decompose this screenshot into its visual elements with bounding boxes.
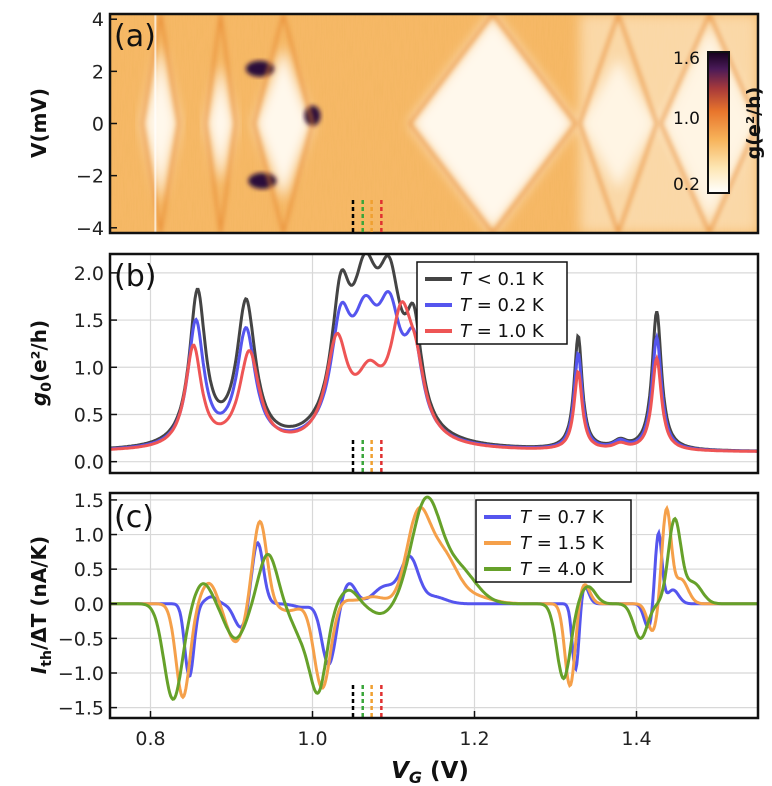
panel-b-y-ticks: 0.0 0.5 1.0 1.5 2.0 [74,263,117,474]
colorbar-gradient [707,51,730,194]
series-line-2 [110,300,758,453]
panel-c-curves [110,495,758,701]
panel-c-markers [351,682,383,717]
panel-b-curves [110,254,758,453]
y-tick-label: 2.0 [74,263,104,285]
y-tick-label: 1.5 [74,310,104,332]
panel-b-ylabel: g0(e²/h) [27,320,55,406]
panel-b-label: (b) [114,259,156,294]
x-tick-label: 1.2 [459,728,489,750]
y-tick-label: 1.5 [74,490,104,512]
y-tick-label: 1.0 [74,525,104,547]
y-tick-label: −4 [76,218,104,240]
panel-c-y-ticks: −1.5 −1.0 −0.5 0.0 0.5 1.0 1.5 [58,490,117,720]
panel-a-label: (a) [114,19,156,54]
coulomb-diamond [254,46,313,201]
y-tick-label: −1.5 [58,698,104,720]
panel-b-frame [108,252,760,475]
panel-a: 4 2 0 −2 −4 (a) V(mV) 1.6 1.0 0.2 g(e²/h) [27,9,765,240]
diamond-edge [140,14,181,233]
x-axis-label: VG (V) [391,758,469,786]
panel-b: 0.00.51.01.52.0 (b) g0(e²/h) T < 0.1 KT … [27,252,760,475]
y-tick-label: 0.0 [74,452,104,474]
y-tick-label: 0.5 [74,404,104,426]
panel-c-frame [108,491,760,720]
legend-entry: T = 1.0 K [460,321,545,342]
y-tick-label: −0.5 [58,628,104,650]
diamond-edge [252,14,314,233]
legend-entry: T = 1.5 K [520,533,605,554]
legend-entry: T < 0.1 K [460,269,545,290]
x-tick-label: 1.0 [297,728,327,750]
diamond-edges [140,14,758,233]
panel-c-label: (c) [114,500,154,535]
panel-c-x-ticks: 0.8 1.0 1.2 1.4 [135,711,652,750]
colorbar-tick-1-0: 1.0 [673,109,700,129]
colorbar-tick-0-2: 0.2 [673,175,700,195]
y-tick-label: 2 [92,61,104,83]
y-tick-label: −1.0 [58,663,104,685]
diamond-edge [659,14,758,233]
panel-c-ylabel: Ith/ΔT (nA/K) [27,536,55,674]
panel-c: −1.5 −1.0 −0.5 0.0 0.5 1.0 1.5 0.8 1.0 1.2 1.4 (c… [27,490,760,786]
panel-a-y-ticks: 4 2 0 −2 −4 [76,9,117,240]
colorbar-label: g(e²/h) [743,87,765,160]
panel-b-legend: T < 0.1 K T = 0.2 K T = 1.0 K [416,261,568,345]
y-tick-label: 0 [92,114,104,136]
series-line-1 [110,504,758,700]
colorbar-tick-1-6: 1.6 [673,49,700,69]
panel-c-legend: T = 0.7 K T = 1.5 K T = 4.0 K [475,499,632,583]
panel-c-bg [110,493,758,718]
diamond-edge [204,14,238,233]
y-tick-label: 0.5 [74,559,104,581]
x-tick-label: 1.4 [621,728,651,750]
y-tick-label: 0.0 [74,594,104,616]
y-tick-label: −2 [76,166,104,188]
series-line-2 [110,495,758,701]
panel-b-markers [351,437,383,472]
diamond-edge [408,14,577,233]
y-tick-label: 1.0 [74,357,104,379]
y-tick-label: 4 [92,9,104,31]
legend-entry: T = 0.2 K [460,295,545,316]
panel-a-markers [351,197,383,232]
legend-entry: T = 4.0 K [520,559,605,580]
legend-entry: T = 0.7 K [520,507,605,528]
coulomb-diamond [142,44,179,203]
diamond-edge [578,14,659,233]
heatmap-area [110,14,758,233]
x-tick-label: 0.8 [135,728,165,750]
colorbar: 1.6 1.0 0.2 g(e²/h) [673,49,765,195]
panel-a-ylabel: V(mV) [27,88,51,158]
